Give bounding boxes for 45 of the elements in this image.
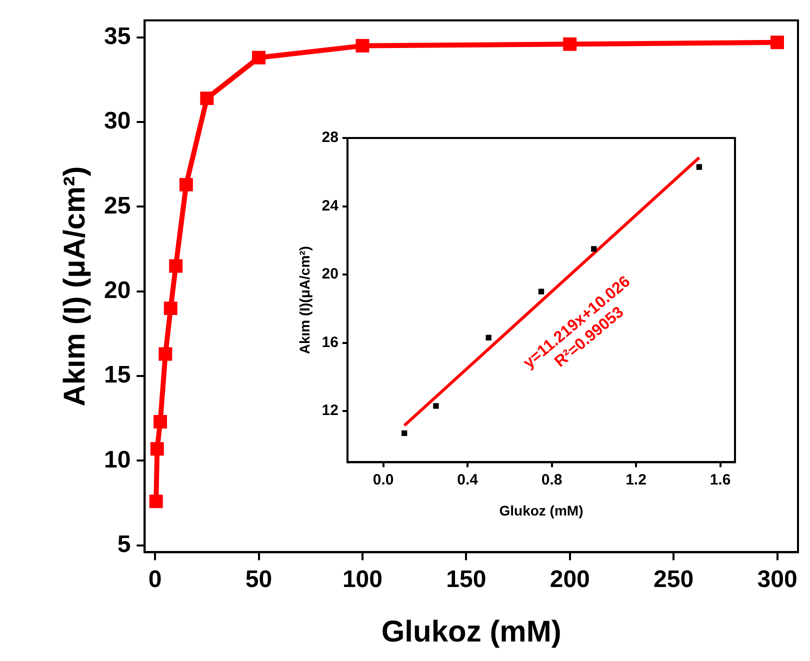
y-tick-label: 5 [117, 531, 131, 558]
x-tick-label: 0.8 [541, 471, 562, 488]
point [696, 164, 702, 170]
y-tick-label: 20 [104, 277, 131, 304]
y-tick-label: 16 [322, 334, 338, 351]
y-tick-label: 10 [104, 446, 131, 474]
y-axis-title: Akım (I) (μA/cm²) [58, 166, 92, 406]
x-tick-label: 0 [148, 566, 162, 594]
x-axis-title: Glukoz (mM) [499, 502, 584, 518]
point [252, 50, 266, 64]
point [402, 430, 408, 436]
point [433, 403, 439, 409]
y-tick-label: 15 [104, 362, 131, 389]
x-tick-label: 1.2 [626, 471, 646, 488]
point [200, 92, 214, 106]
point [164, 302, 178, 316]
x-tick-label: 300 [757, 566, 798, 594]
y-tick-label: 35 [104, 22, 131, 50]
point [770, 36, 784, 50]
y-tick-label: 28 [322, 129, 338, 146]
point [150, 442, 164, 456]
x-tick-label: 1.6 [710, 471, 731, 488]
point [169, 259, 183, 273]
y-tick-label: 25 [104, 192, 131, 220]
x-tick-label: 0.4 [457, 471, 479, 488]
y-tick-label: 20 [322, 266, 338, 283]
x-tick-label: 0.0 [372, 471, 394, 488]
y-axis-title: Akım (I)(μA/cm²) [296, 246, 312, 354]
point [591, 246, 597, 252]
x-tick-label: 50 [245, 566, 272, 594]
point [158, 347, 172, 361]
point [356, 39, 370, 53]
point [149, 494, 163, 508]
x-tick-label: 250 [654, 566, 694, 594]
point [486, 334, 492, 340]
point [563, 37, 577, 51]
x-axis-title: Glukoz (mM) [381, 615, 562, 648]
x-tick-label: 200 [550, 566, 590, 594]
y-tick-label: 30 [104, 108, 131, 135]
y-tick-label: 12 [322, 402, 338, 420]
x-tick-label: 150 [446, 566, 486, 594]
x-tick-label: 100 [342, 566, 382, 594]
point [179, 178, 193, 192]
point [154, 415, 167, 429]
y-tick-label: 24 [322, 197, 340, 214]
